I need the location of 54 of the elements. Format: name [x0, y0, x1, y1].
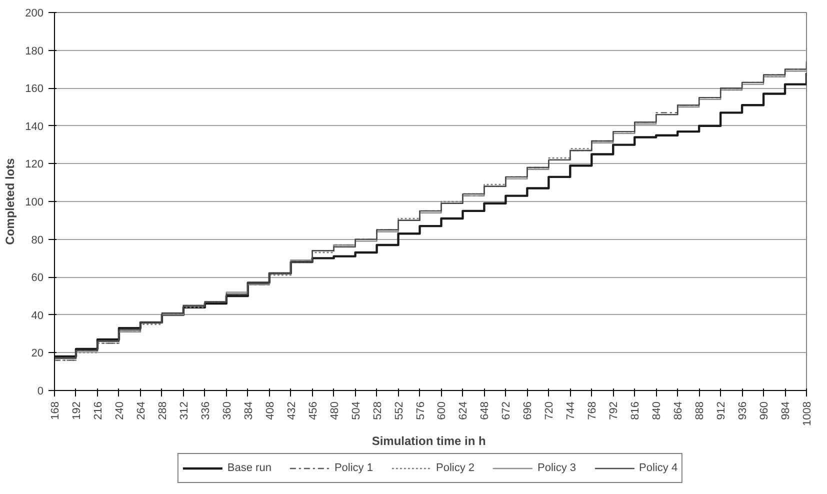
x-tick-label: 936: [737, 401, 750, 420]
x-tick-label: 672: [500, 401, 513, 420]
y-tick-label: 180: [25, 45, 44, 58]
x-tick-label: 264: [135, 401, 148, 420]
y-tick-label: 60: [31, 272, 44, 284]
x-tick-label: 456: [307, 401, 320, 420]
y-axis-title: Completed lots: [3, 158, 18, 245]
x-tick-label: 552: [393, 401, 406, 420]
x-tick-label: 912: [716, 401, 728, 420]
x-tick-label: 312: [178, 401, 190, 420]
x-tick-label: 768: [586, 401, 599, 420]
y-tick-label: 20: [31, 348, 44, 360]
x-tick-label: 720: [544, 401, 556, 420]
x-tick-label: 624: [458, 401, 470, 420]
x-tick-label: 192: [70, 401, 83, 420]
x-tick-label: 336: [200, 401, 212, 420]
x-tick-label: 840: [651, 401, 664, 420]
x-tick-label: 792: [608, 401, 620, 420]
x-tick-label: 648: [479, 401, 492, 420]
x-tick-label: 168: [50, 401, 62, 420]
x-tick-label: 384: [242, 401, 255, 420]
y-tick-label: 140: [25, 120, 44, 133]
x-tick-label: 816: [630, 401, 642, 420]
y-tick-label: 120: [25, 158, 44, 171]
legend-label: Base run: [227, 462, 272, 474]
y-tick-label: 200: [25, 8, 44, 20]
y-tick-label: 40: [31, 310, 44, 322]
x-tick-label: 360: [221, 401, 234, 420]
y-tick-label: 80: [31, 234, 44, 246]
x-axis-title: Simulation time in h: [372, 434, 486, 448]
legend-label: Policy 2: [436, 462, 475, 474]
x-tick-label: 984: [780, 401, 792, 420]
legend-label: Policy 4: [639, 462, 678, 474]
legend-label: Policy 3: [538, 462, 576, 474]
y-tick-label: 0: [37, 386, 44, 398]
x-tick-label: 528: [372, 401, 384, 420]
x-tick-label: 432: [286, 401, 298, 420]
x-tick-label: 408: [264, 401, 276, 420]
x-tick-label: 1008: [802, 401, 814, 426]
x-tick-label: 480: [328, 401, 341, 420]
x-tick-label: 216: [92, 401, 104, 420]
y-tick-label: 160: [25, 83, 44, 96]
x-tick-label: 504: [350, 401, 362, 420]
x-tick-label: 576: [414, 401, 427, 420]
x-tick-label: 960: [758, 401, 771, 420]
legend-label: Policy 1: [334, 462, 373, 474]
x-tick-label: 288: [156, 401, 169, 420]
x-tick-label: 888: [694, 401, 706, 420]
y-tick-label: 100: [25, 196, 44, 208]
x-tick-label: 600: [436, 401, 448, 420]
x-tick-label: 696: [522, 401, 534, 420]
x-tick-label: 864: [672, 401, 685, 420]
x-tick-label: 744: [565, 401, 578, 420]
x-tick-label: 240: [114, 401, 126, 420]
